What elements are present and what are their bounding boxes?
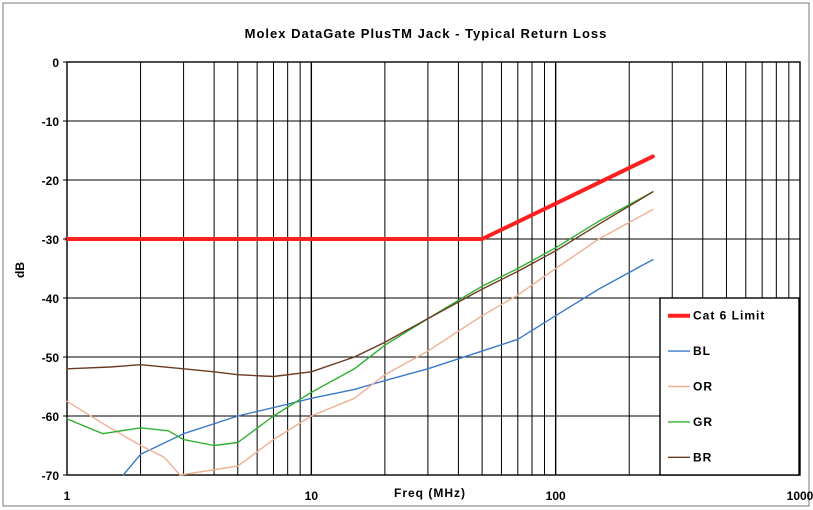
x-axis-label: Freq (MHz) [394,486,466,500]
series-line-gr [66,191,654,447]
grid-lines [66,61,801,476]
x-tick-label: 1 [64,489,71,503]
legend: Cat 6 Limit BL OR GR BR [659,297,800,476]
y-tick-label: -70 [42,469,60,483]
x-tick-label: 100 [546,489,566,503]
y-tick-label: -10 [42,115,60,129]
legend-label: BL [693,344,711,358]
series-line-or [66,208,654,476]
legend-label: Cat 6 Limit [693,309,765,323]
y-tick-label: -50 [42,351,60,365]
y-axis-label: dB [13,262,27,278]
series-lines [65,154,655,476]
series-line-cat-6-limit [65,154,655,241]
y-tick-label: 0 [52,56,59,70]
series-line-br [66,191,654,378]
chart-title: Molex DataGate PlusTM Jack - Typical Ret… [245,26,608,41]
y-tick-label: -60 [42,410,60,424]
legend-label: GR [693,415,713,429]
x-tick-label: 1000 [787,489,813,503]
plot-border [66,61,801,476]
y-tick-label: -30 [42,233,60,247]
legend-label: OR [693,380,713,394]
series-line-bl [122,258,654,476]
y-tick-label: -40 [42,292,60,306]
x-tick-label: 10 [305,489,319,503]
y-tick-label: -20 [42,174,60,188]
legend-label: BR [693,450,712,464]
axis-labels: 0 -10 -20 -30 -40 -50 -60 -70 1 10 100 1000 [42,56,813,503]
